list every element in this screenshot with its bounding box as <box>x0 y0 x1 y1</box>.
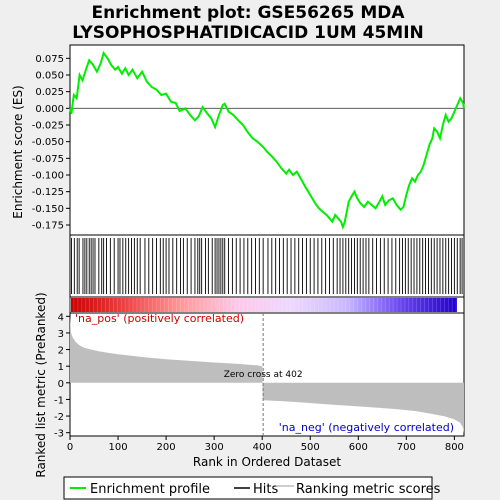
x-tick-label: 200 <box>157 442 176 453</box>
legend-ranking-label: Ranking metric scores <box>296 482 441 497</box>
es-y-tick-label: -0.075 <box>32 154 64 165</box>
x-axis-label: Rank in Ordered Dataset <box>193 455 341 469</box>
es-y-tick-label: -0.125 <box>32 187 64 198</box>
es-y-tick-label: 0.025 <box>35 87 64 98</box>
ranking-metric-area <box>70 316 464 433</box>
es-curve-layer <box>69 50 465 230</box>
rank-y-tick-label: -2 <box>54 412 64 423</box>
heatmap-layer <box>69 298 461 312</box>
x-tick-label: 400 <box>253 442 272 453</box>
chart-title-line2: LYSOPHOSPHATIDICACID 1UM 45MIN <box>72 23 424 43</box>
neg-correlated-label: 'na_neg' (negatively correlated) <box>279 421 454 434</box>
enrichment-profile-line <box>69 50 465 230</box>
zero-cross-label: Zero cross at 402 <box>224 370 303 380</box>
rank-y-tick-label: 1 <box>58 362 64 373</box>
x-tick-label: 300 <box>205 442 224 453</box>
rank-y-tick-label: 3 <box>58 329 64 340</box>
pos-correlated-label: 'na_pos' (positively correlated) <box>75 312 244 325</box>
x-tick-label: 600 <box>349 442 368 453</box>
es-y-tick-label: 0.000 <box>35 104 64 115</box>
x-axis: 0 100 200 300 400 500 600 700 800 <box>67 436 464 453</box>
rank-y-tick-label: 2 <box>58 346 64 357</box>
x-tick-label: 0 <box>67 442 73 453</box>
hits-layer <box>70 238 463 294</box>
es-y-tick-label: -0.175 <box>32 221 64 232</box>
x-tick-label: 100 <box>109 442 128 453</box>
es-y-tick-label: -0.050 <box>32 137 64 148</box>
rank-y-tick-label: 0 <box>58 379 64 390</box>
chart-title-line1: Enrichment plot: GSE56265 MDA <box>91 3 405 23</box>
es-y-tick-label: 0.050 <box>35 71 64 82</box>
heatmap-bar <box>71 298 457 312</box>
x-tick-label: 500 <box>301 442 320 453</box>
es-y-tick-label: 0.075 <box>35 54 64 65</box>
legend-enrichment-label: Enrichment profile <box>90 482 210 497</box>
es-y-tick-label: -0.150 <box>32 204 64 215</box>
rank-y-tick-label: 4 <box>58 312 64 323</box>
legend-hits-label: Hits <box>253 482 278 497</box>
x-tick-label: 700 <box>397 442 416 453</box>
hits-panel <box>69 234 465 298</box>
es-y-axis-label: Enrichment score (ES) <box>11 85 25 218</box>
es-axis: 0.075 0.050 0.025 0.000 -0.025 -0.050 -0.075 -0… <box>32 54 464 232</box>
x-tick-label: 800 <box>445 442 464 453</box>
rank-metric-layer: 4 3 2 1 0 -1 -2 -3 <box>54 312 464 440</box>
legend: Enrichment profile Hits Ranking metric s… <box>63 476 441 500</box>
es-y-tick-label: -0.100 <box>32 171 64 182</box>
rank-y-tick-label: -3 <box>54 429 64 440</box>
es-y-tick-label: -0.025 <box>32 121 64 132</box>
rank-y-axis-label: Ranked list metric (PreRanked) <box>34 292 48 477</box>
rank-y-tick-label: -1 <box>54 395 64 406</box>
